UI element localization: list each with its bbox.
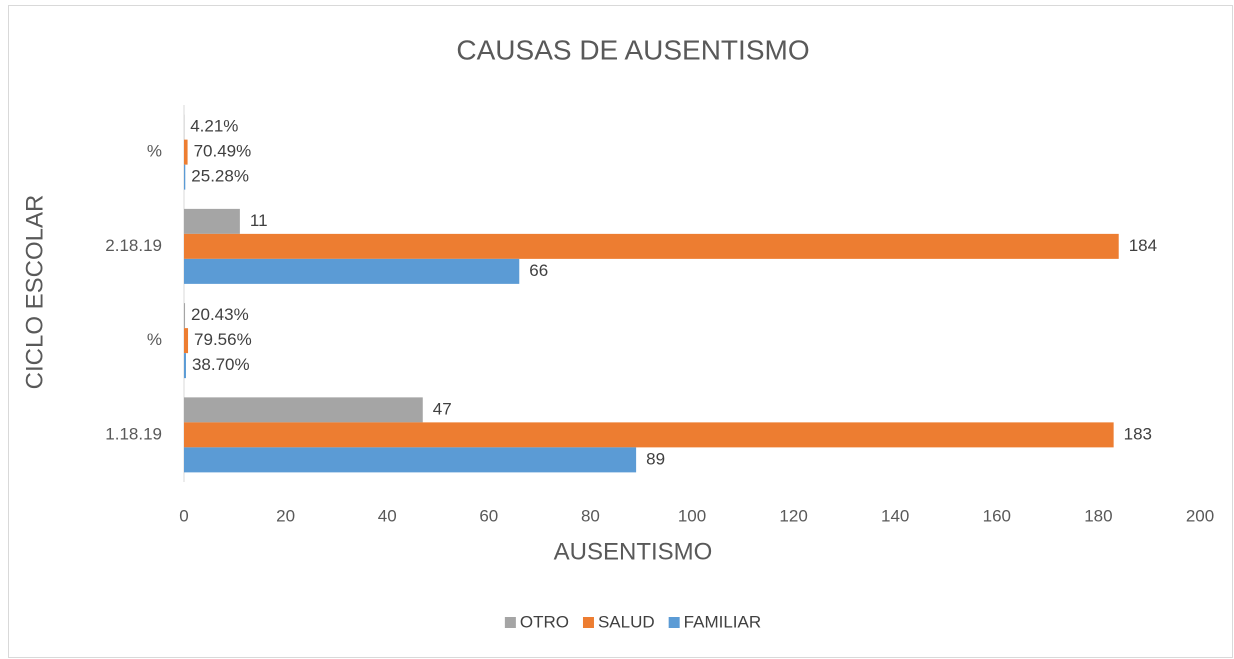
- x-tick-label: 100: [678, 506, 706, 525]
- x-tick-label: 20: [276, 506, 295, 525]
- data-label: 25.28%: [191, 167, 249, 186]
- y-tick-label: 1.18.19: [105, 424, 162, 443]
- x-tick-label: 60: [479, 506, 498, 525]
- bar: [184, 422, 1114, 448]
- bar: [184, 447, 637, 473]
- y-axis-title: CICLO ESCOLAR: [21, 195, 48, 390]
- legend-label: SALUD: [598, 612, 655, 631]
- x-tick-label: 40: [378, 506, 397, 525]
- x-tick-label: 200: [1186, 506, 1214, 525]
- data-label: 66: [529, 261, 548, 280]
- x-tick-label: 140: [881, 506, 909, 525]
- chart-frame: [8, 5, 1233, 658]
- data-label: 4.21%: [190, 117, 238, 136]
- data-label: 79.56%: [194, 330, 252, 349]
- y-tick-label: %: [147, 330, 162, 349]
- legend-swatch: [582, 617, 594, 628]
- data-label: 70.49%: [194, 142, 252, 161]
- data-label: 89: [646, 449, 665, 468]
- x-tick-label: 180: [1084, 506, 1112, 525]
- y-tick-label: %: [147, 142, 162, 161]
- legend-swatch: [668, 617, 680, 628]
- chart-title: CAUSAS DE AUSENTISMO: [456, 34, 809, 65]
- bar: [184, 233, 1119, 259]
- x-tick-label: 0: [179, 506, 188, 525]
- x-tick-label: 160: [983, 506, 1011, 525]
- y-tick-label: 2.18.19: [105, 236, 162, 255]
- legend-label: OTRO: [520, 612, 569, 631]
- data-label: 38.70%: [192, 355, 250, 374]
- data-label: 47: [433, 399, 452, 418]
- bar: [184, 139, 188, 165]
- data-label: 20.43%: [191, 305, 249, 324]
- legend-swatch: [504, 617, 516, 628]
- bar: [184, 303, 186, 329]
- bar: [184, 353, 186, 379]
- x-axis-title: AUSENTISMO: [554, 538, 713, 565]
- bar: [184, 208, 240, 234]
- data-label: 184: [1129, 236, 1157, 255]
- bar: [184, 258, 520, 284]
- x-tick-label: 120: [779, 506, 807, 525]
- data-label: 11: [250, 211, 268, 230]
- bar: [184, 164, 186, 190]
- bar: [184, 328, 189, 354]
- bar: [184, 397, 423, 423]
- x-tick-label: 80: [581, 506, 600, 525]
- legend-label: FAMILIAR: [684, 612, 761, 631]
- data-label: 183: [1124, 424, 1152, 443]
